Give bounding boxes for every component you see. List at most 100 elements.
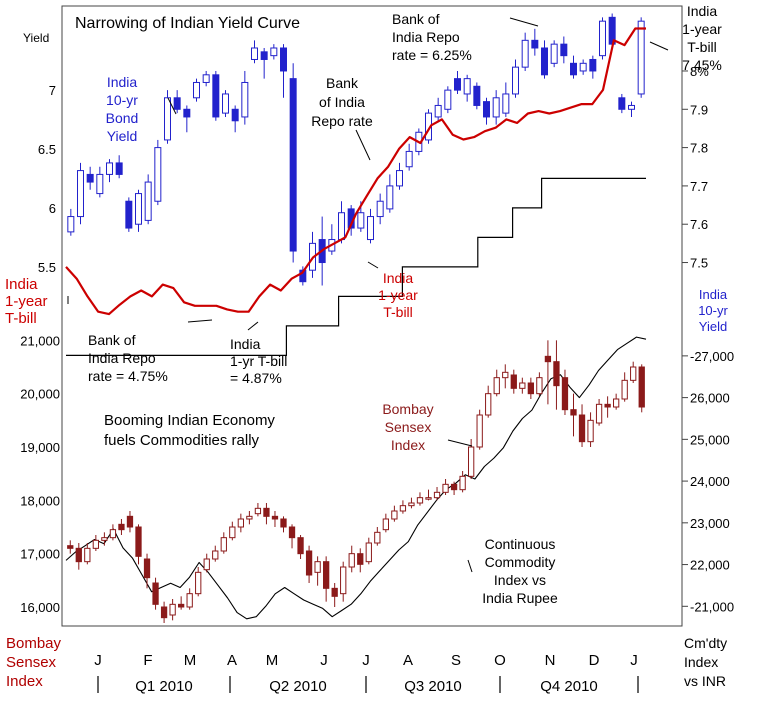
sensex-candle	[340, 566, 347, 595]
right-tick-label-bottom: -21,000	[690, 599, 734, 614]
bond-yield-candle	[483, 101, 490, 118]
bond-yield-candle	[570, 62, 577, 76]
sensex-candle	[638, 366, 645, 408]
commodity-series	[65, 336, 647, 620]
sensex-candle	[416, 497, 424, 504]
sensex-candle	[160, 606, 168, 619]
bond-yield-candle	[396, 170, 403, 187]
sensex-candle	[254, 507, 262, 515]
annotation-bond: 10-yr	[106, 92, 138, 108]
right-tick-label-top: 7.7	[690, 179, 708, 194]
right-tick-label-bottom: 24,000	[690, 474, 730, 489]
annotation-repo-low: Bank of	[88, 332, 136, 348]
annotation-leader	[187, 319, 213, 323]
annotation-tbill-mid: India	[383, 270, 414, 286]
annotation-bond: Bond	[106, 110, 139, 126]
x-quarter-label: Q3 2010	[404, 678, 462, 695]
annotation-leader	[467, 559, 473, 573]
sensex-candle	[408, 502, 415, 507]
bond-yield-candle	[512, 66, 519, 95]
sensex-candle	[92, 539, 99, 549]
annotation-repo-mid: of India	[319, 94, 365, 110]
sensex-candle	[152, 582, 159, 605]
annotation-tbill-mid: 1-year	[378, 287, 418, 303]
sensex-candle	[613, 398, 620, 408]
sensex-candle	[476, 414, 483, 448]
sensex-candle	[220, 537, 227, 552]
left-axis-label-bottom: Index	[6, 673, 43, 690]
right-axis-label-top: 10-yr	[698, 303, 728, 318]
right-tick-label-top: 7.5	[690, 256, 708, 271]
x-month-label: A	[403, 652, 413, 669]
annotation-leader	[167, 97, 177, 115]
annotation-booming: Booming Indian Economy	[104, 412, 275, 429]
annotation-bond: Yield	[107, 128, 138, 144]
sensex-candle	[305, 550, 313, 576]
sensex-candle	[288, 526, 296, 539]
annotation-repo-top: India Repo	[392, 29, 460, 45]
sensex-candle	[297, 537, 304, 555]
sensex-candle	[237, 518, 244, 528]
sensex-candle	[109, 529, 117, 539]
right-tick-label-bottom: 22,000	[690, 558, 730, 573]
x-month-label: S	[451, 652, 461, 669]
plot-frame	[61, 5, 683, 627]
annotation-repo-top: Bank of	[392, 11, 440, 27]
sensex-candle	[186, 593, 193, 608]
sensex-candle	[621, 379, 628, 400]
x-quarter-label: Q4 2010	[540, 678, 598, 695]
sensex-candle	[485, 393, 492, 416]
annotation-leader	[509, 17, 539, 27]
sensex-candle	[450, 483, 458, 491]
bond-yield-candle	[367, 216, 374, 241]
sensex-candle	[425, 497, 432, 500]
bond-yield-candle	[338, 212, 345, 241]
bond-yield-candle	[231, 108, 239, 122]
left-tick-label-bottom: 16,000	[20, 600, 60, 615]
right-tick-label-top: 7.9	[690, 102, 708, 117]
sensex-candle	[323, 561, 330, 589]
right-tick-label-top: 7.6	[690, 217, 708, 232]
bond-yield-candle	[289, 78, 297, 252]
sensex-candle	[314, 561, 321, 573]
sensex-candle	[459, 475, 466, 491]
bond-yield-candle	[541, 47, 548, 76]
bond-yield-candle	[212, 74, 220, 118]
x-month-label: M	[184, 652, 197, 669]
annotation-commodity: Index vs	[494, 572, 546, 588]
bond-yield-candle	[560, 43, 568, 57]
sensex-candle	[604, 403, 611, 408]
sensex-candle	[178, 603, 185, 608]
sensex-candle	[374, 531, 381, 544]
axis-ticks: 7 6.5 6 5.5 8% 7.9 7.8 7.7 7.6 7.5 21,000 20,000 19,…	[6, 31, 734, 690]
x-month-label: J	[94, 652, 102, 669]
annotation-tbill-top: India	[687, 3, 718, 19]
bond-yield-candle	[241, 81, 249, 118]
sensex-candle	[212, 550, 219, 560]
sensex-candle	[84, 547, 91, 563]
annotation-repo-low: India Repo	[88, 350, 156, 366]
left-axis-label-bottom: Bombay	[6, 635, 62, 652]
repo-rate-line	[66, 177, 646, 356]
left-tick-label-bottom: 18,000	[20, 493, 60, 508]
sensex-candle	[280, 518, 287, 528]
sensex-candle	[399, 505, 407, 512]
sensex-candle	[510, 374, 517, 389]
left-tick-label-top: 5.5	[38, 260, 56, 275]
bond-yield-candle	[589, 58, 597, 72]
sensex-candle	[382, 518, 389, 531]
x-month-label: D	[589, 652, 600, 669]
bond-yield-candle	[202, 74, 210, 83]
annotation-sensex: Sensex	[385, 419, 432, 435]
sensex-series	[67, 340, 645, 623]
sensex-candle	[229, 526, 236, 539]
bond-yield-candle	[628, 104, 635, 110]
annotation-leader	[247, 321, 259, 331]
sensex-candle	[126, 515, 134, 528]
bond-yield-candle	[405, 150, 413, 168]
bond-yield-candle	[106, 162, 113, 175]
bond-yield-candle	[376, 200, 384, 218]
bond-yield-candle	[280, 47, 287, 72]
sensex-candle	[348, 553, 355, 568]
bond-yield-candle	[444, 89, 452, 110]
